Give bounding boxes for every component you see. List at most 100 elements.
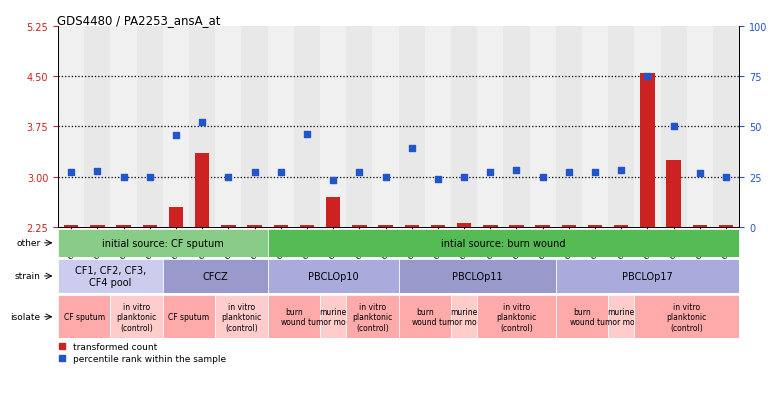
Text: in vitro
planktonic
(control): in vitro planktonic (control)	[221, 302, 262, 332]
Text: CF sputum: CF sputum	[169, 313, 210, 321]
Bar	[215, 27, 241, 227]
Point	[642, 74, 654, 80]
Text: percentile rank within the sample: percentile rank within the sample	[73, 354, 226, 363]
Point	[484, 169, 496, 176]
Bar	[582, 27, 608, 227]
Point	[458, 174, 471, 180]
Bar	[294, 27, 320, 227]
Text: in vitro
planktonic
(control): in vitro planktonic (control)	[496, 302, 536, 332]
Point	[694, 171, 706, 177]
Bar	[163, 27, 189, 227]
Bar	[608, 27, 635, 227]
Bar	[346, 27, 372, 227]
Bar	[326, 197, 341, 227]
Text: CF sputum: CF sputum	[63, 313, 104, 321]
Bar	[666, 160, 681, 227]
Text: burn
wound: burn wound	[569, 307, 594, 327]
Text: murine
tumor model: murine tumor model	[597, 307, 646, 327]
Bar	[693, 226, 707, 227]
Bar	[58, 27, 84, 227]
Bar	[241, 27, 268, 227]
Point	[432, 176, 444, 183]
Bar	[405, 226, 419, 227]
Text: CF1, CF2, CF3,
CF4 pool: CF1, CF2, CF3, CF4 pool	[75, 266, 146, 287]
Bar	[111, 27, 137, 227]
Bar	[195, 154, 209, 227]
Bar	[169, 207, 183, 227]
Point	[510, 167, 522, 174]
Bar	[116, 226, 131, 227]
Point	[248, 170, 261, 176]
Point	[589, 169, 601, 176]
Point	[65, 169, 77, 176]
Bar	[536, 226, 550, 227]
Text: murine
tumor model: murine tumor model	[308, 307, 358, 327]
Bar	[660, 27, 687, 227]
Bar	[687, 27, 713, 227]
Bar	[268, 27, 294, 227]
Bar	[430, 226, 445, 227]
Bar	[189, 27, 215, 227]
Point	[615, 167, 628, 174]
Point	[536, 174, 549, 180]
Text: transformed count: transformed count	[73, 342, 157, 351]
Bar	[713, 27, 739, 227]
Point	[196, 119, 208, 126]
Point	[222, 174, 235, 180]
Bar	[372, 27, 399, 227]
Bar	[142, 226, 157, 227]
Bar	[352, 226, 367, 227]
Text: other: other	[16, 239, 41, 248]
Bar	[90, 226, 104, 227]
Text: CFCZ: CFCZ	[202, 271, 228, 281]
Bar	[457, 224, 471, 227]
Bar	[478, 27, 503, 227]
Bar	[635, 27, 660, 227]
Text: in vitro
planktonic
(control): in vitro planktonic (control)	[352, 302, 392, 332]
Text: PBCLOp10: PBCLOp10	[308, 271, 358, 281]
Text: in vitro
planktonic
(control): in vitro planktonic (control)	[117, 302, 157, 332]
Bar	[137, 27, 163, 227]
Point	[118, 174, 130, 180]
Text: burn
wound: burn wound	[412, 307, 437, 327]
Text: PBCLOp11: PBCLOp11	[452, 271, 502, 281]
Bar	[503, 27, 529, 227]
Bar	[719, 226, 733, 227]
Bar	[273, 226, 288, 227]
Point	[720, 174, 732, 180]
Point	[563, 169, 575, 176]
Point	[353, 169, 365, 176]
Bar	[556, 27, 582, 227]
Text: isolate: isolate	[11, 313, 41, 321]
Text: initial source: CF sputum: initial source: CF sputum	[102, 238, 224, 248]
Text: in vitro
planktonic
(control): in vitro planktonic (control)	[666, 302, 707, 332]
Bar	[562, 226, 576, 227]
Bar	[378, 226, 392, 227]
Text: GDS4480 / PA2253_ansA_at: GDS4480 / PA2253_ansA_at	[57, 14, 220, 27]
Text: murine
tumor model: murine tumor model	[440, 307, 489, 327]
Bar	[588, 226, 602, 227]
Bar	[221, 226, 235, 227]
Point	[327, 177, 339, 184]
Bar	[320, 27, 346, 227]
Point	[301, 132, 313, 138]
Point	[275, 169, 287, 176]
Bar	[529, 27, 556, 227]
Bar	[425, 27, 451, 227]
Point	[667, 124, 680, 131]
Bar	[451, 27, 478, 227]
Bar	[84, 27, 111, 227]
Bar	[483, 226, 498, 227]
Bar	[64, 226, 78, 227]
Point	[170, 133, 182, 139]
Point	[143, 174, 156, 180]
Bar	[614, 226, 628, 227]
Text: PBCLOp17: PBCLOp17	[622, 271, 673, 281]
Point	[91, 169, 104, 175]
Bar	[640, 74, 655, 227]
Text: burn
wound: burn wound	[281, 307, 307, 327]
Bar	[399, 27, 425, 227]
Bar	[509, 226, 524, 227]
Bar	[248, 226, 262, 227]
Bar	[300, 226, 314, 227]
